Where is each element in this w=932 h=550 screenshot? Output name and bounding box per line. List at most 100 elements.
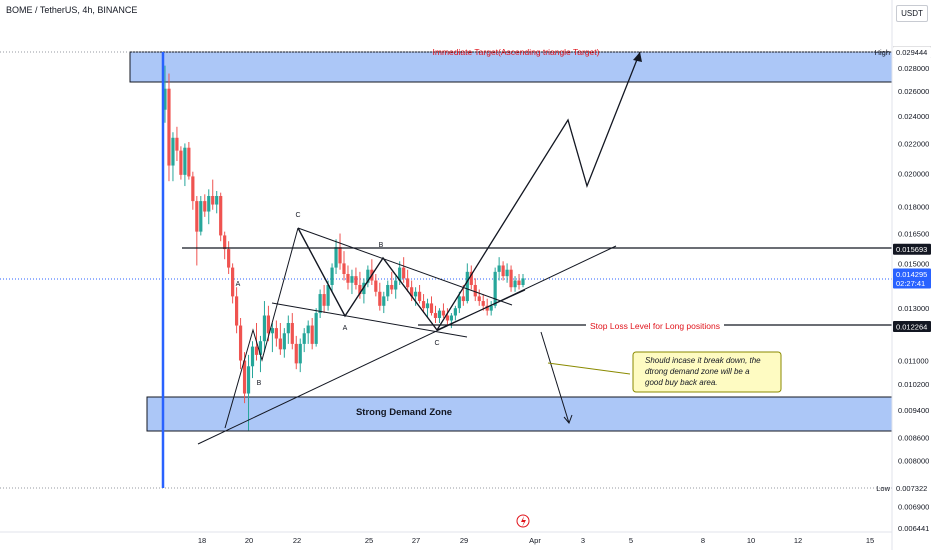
candle xyxy=(346,265,350,290)
y-tick-label: 0.010200 xyxy=(898,380,929,389)
candle xyxy=(183,143,187,187)
candle xyxy=(163,65,167,123)
candle xyxy=(362,278,366,304)
candle xyxy=(410,280,414,302)
candle xyxy=(235,287,239,334)
wave-label-b1: B xyxy=(257,380,262,387)
x-tick-label: 22 xyxy=(293,536,301,545)
candle xyxy=(191,171,195,210)
candle xyxy=(227,241,231,274)
note-line-3: good buy back area. xyxy=(645,378,718,387)
y-tick-label: 0.016500 xyxy=(898,230,929,239)
candle xyxy=(354,267,358,290)
candle xyxy=(294,335,298,370)
price-tag-high: 0.029444 High xyxy=(875,46,931,58)
candle xyxy=(231,263,235,304)
price-tag-stop: 0.012264 xyxy=(893,320,931,332)
x-tick-label: 8 xyxy=(701,536,705,545)
candle xyxy=(417,284,422,304)
candle xyxy=(211,179,215,210)
candle xyxy=(195,196,199,266)
candle xyxy=(445,308,450,326)
candle xyxy=(437,308,442,323)
tv-logo-icon[interactable] xyxy=(516,514,530,528)
candle xyxy=(322,284,326,314)
abc-correction xyxy=(297,227,438,331)
candle xyxy=(449,313,453,329)
candle xyxy=(382,291,386,314)
y-tick-label: 0.024000 xyxy=(898,112,929,121)
candle xyxy=(489,301,493,316)
svg-text:0.012264: 0.012264 xyxy=(896,322,927,331)
chart-title: BOME / TetherUS, 4h, BINANCE xyxy=(6,5,138,15)
price-axis[interactable]: 0.028000 0.026000 0.024000 0.022000 0.020000… xyxy=(898,64,929,533)
candle xyxy=(223,231,227,260)
candle xyxy=(390,271,394,295)
projection-path xyxy=(436,51,641,331)
candle xyxy=(513,276,517,292)
y-tick-label: 0.015000 xyxy=(898,259,929,268)
candle xyxy=(481,294,485,311)
target-zone xyxy=(129,51,893,83)
breakdown-arrowhead xyxy=(563,414,573,424)
x-tick-label: 20 xyxy=(245,536,253,545)
svg-text:0.007322: 0.007322 xyxy=(896,484,927,493)
y-tick-label: 0.011000 xyxy=(898,357,929,366)
wave-label-c2: C xyxy=(434,340,439,347)
candle xyxy=(262,301,267,353)
y-tick-label: 0.009400 xyxy=(898,406,929,415)
candle xyxy=(278,322,282,355)
candle xyxy=(290,313,294,350)
candle xyxy=(250,341,255,379)
candle xyxy=(342,251,346,281)
demand-zone-label: Strong Demand Zone xyxy=(356,407,452,418)
candle xyxy=(175,126,179,161)
y-tick-label: 0.026000 xyxy=(898,87,929,96)
pattern-drawings xyxy=(197,51,641,445)
note-pointer xyxy=(547,362,631,375)
candle xyxy=(493,267,497,309)
candle xyxy=(453,305,457,321)
target-arrowhead xyxy=(633,52,642,62)
candle xyxy=(477,289,481,306)
candle xyxy=(298,338,302,373)
wave-label-c1: C xyxy=(295,212,300,219)
candle xyxy=(421,294,426,314)
x-tick-label: 15 xyxy=(866,536,874,545)
x-tick-label: 3 xyxy=(581,536,585,545)
candle xyxy=(310,317,314,350)
svg-text:0.014295: 0.014295 xyxy=(896,270,927,279)
wave-label-a2: A xyxy=(343,325,348,332)
candle xyxy=(429,296,434,316)
svg-text:0.029444: 0.029444 xyxy=(896,48,927,57)
candle xyxy=(179,146,183,180)
candle xyxy=(374,273,378,297)
ascending-trendline xyxy=(197,245,617,445)
currency-button[interactable]: USDT xyxy=(896,5,928,22)
candle xyxy=(378,282,382,311)
candle xyxy=(338,233,342,270)
wave-label-a1: A xyxy=(236,281,241,288)
candle xyxy=(469,265,473,290)
time-axis[interactable]: 18 20 22 25 27 29 Apr 3 5 8 10 12 15 xyxy=(198,536,874,545)
x-tick-label: Apr xyxy=(529,536,541,545)
y-tick-label: 0.008600 xyxy=(898,434,929,443)
candle xyxy=(334,239,338,274)
candle xyxy=(274,320,278,347)
candle xyxy=(406,269,410,292)
candle xyxy=(219,192,223,242)
y-tick-label: 0.018000 xyxy=(898,202,929,211)
candle xyxy=(386,280,390,302)
rising-support-line xyxy=(436,289,526,331)
svg-text:0.015693: 0.015693 xyxy=(896,245,927,254)
y-tick-label: 0.006441 xyxy=(898,524,929,533)
demand-zone xyxy=(146,396,893,432)
y-tick-label: 0.013000 xyxy=(898,304,929,313)
candle xyxy=(238,317,243,370)
candle xyxy=(171,132,175,182)
target-label: Immediate Target(Ascending triangle Targ… xyxy=(433,47,600,57)
y-tick-label: 0.022000 xyxy=(898,139,929,148)
svg-text:High: High xyxy=(875,48,890,57)
